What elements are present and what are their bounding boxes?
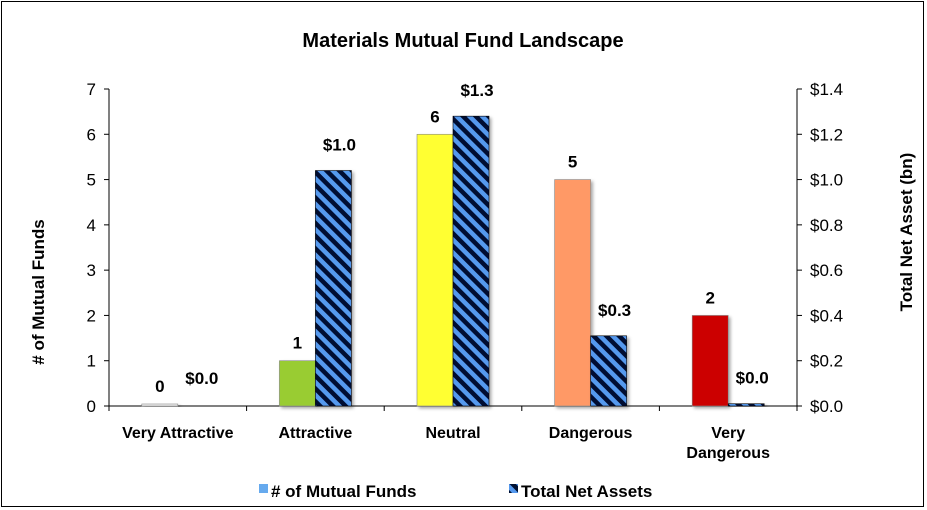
- y-tick-label: 6: [87, 125, 96, 144]
- data-label-net-assets: $0.0: [736, 369, 769, 388]
- legend-label-mutual-funds: # of Mutual Funds: [271, 482, 416, 501]
- legend: # of Mutual Funds Total Net Assets: [259, 482, 652, 501]
- legend-label-net-assets: Total Net Assets: [521, 482, 652, 501]
- x-tick-label: Very: [711, 425, 745, 442]
- data-label-net-assets: $0.0: [185, 369, 218, 388]
- bar-net-assets: [727, 403, 765, 407]
- y-tick-label: 3: [87, 261, 96, 280]
- y-tick-label: 5: [87, 171, 96, 190]
- bar-net-assets: [590, 335, 627, 407]
- bar-mutual-funds: [416, 133, 454, 407]
- data-label-mutual-funds: 2: [705, 288, 714, 307]
- y-tick-label: 0: [87, 397, 96, 416]
- y2-tick-label: $0.6: [810, 261, 843, 280]
- y2-tick-label: $0.0: [810, 397, 843, 416]
- bar-mutual-funds: [279, 360, 316, 407]
- data-label-net-assets: $1.0: [323, 136, 356, 155]
- data-label-mutual-funds: 1: [293, 334, 302, 353]
- bar-mutual-funds: [554, 179, 591, 407]
- y2-tick-label: $1.2: [810, 125, 843, 144]
- y2-tick-label: $0.8: [810, 216, 843, 235]
- data-label-net-assets: $1.3: [460, 81, 493, 100]
- legend-swatch-mutual-funds: [259, 484, 268, 493]
- bars-group: [141, 115, 765, 407]
- x-tick-label: Attractive: [278, 425, 352, 442]
- y2-tick-label: $1.4: [810, 80, 843, 99]
- bar-net-assets: [452, 115, 490, 407]
- data-label-mutual-funds: 6: [430, 107, 439, 126]
- legend-swatch-net-assets: [509, 484, 518, 493]
- y2-tick-label: $0.2: [810, 352, 843, 371]
- y2-tick-label: $0.4: [810, 306, 843, 325]
- x-tick-label: Dangerous: [686, 445, 770, 462]
- bar-mutual-funds: [691, 315, 729, 407]
- y-tick-label: 2: [87, 306, 96, 325]
- data-labels-group: 0 $0.0 1 $1.0 6 $1.3 5 $0.3 2 $0.0: [155, 81, 769, 396]
- x-tick-label: Dangerous: [549, 425, 633, 442]
- y-tick-label: 7: [87, 80, 96, 99]
- y2-tick-label: $1.0: [810, 171, 843, 190]
- y-tick-label: 1: [87, 352, 96, 371]
- y-axis-title: # of Mutual Funds: [29, 219, 48, 364]
- x-tick-label: Neutral: [425, 425, 480, 442]
- x-tick-label: Very Attractive: [122, 425, 234, 442]
- axes: 0 1 2 3 4 5 6 7 $0.0 $0.2 $0.4 $0.6 $0.8 $1.0 $1.2 $1.4…: [87, 80, 844, 462]
- data-label-net-assets: $0.3: [598, 301, 631, 320]
- y-tick-label: 4: [87, 216, 96, 235]
- data-label-mutual-funds: 5: [568, 153, 577, 172]
- data-label-mutual-funds: 0: [155, 377, 164, 396]
- chart-title: Materials Mutual Fund Landscape: [302, 30, 623, 52]
- y2-axis-title: Total Net Asset (bn): [897, 153, 916, 312]
- bar-net-assets: [315, 170, 352, 407]
- bar-mutual-funds: [141, 403, 179, 407]
